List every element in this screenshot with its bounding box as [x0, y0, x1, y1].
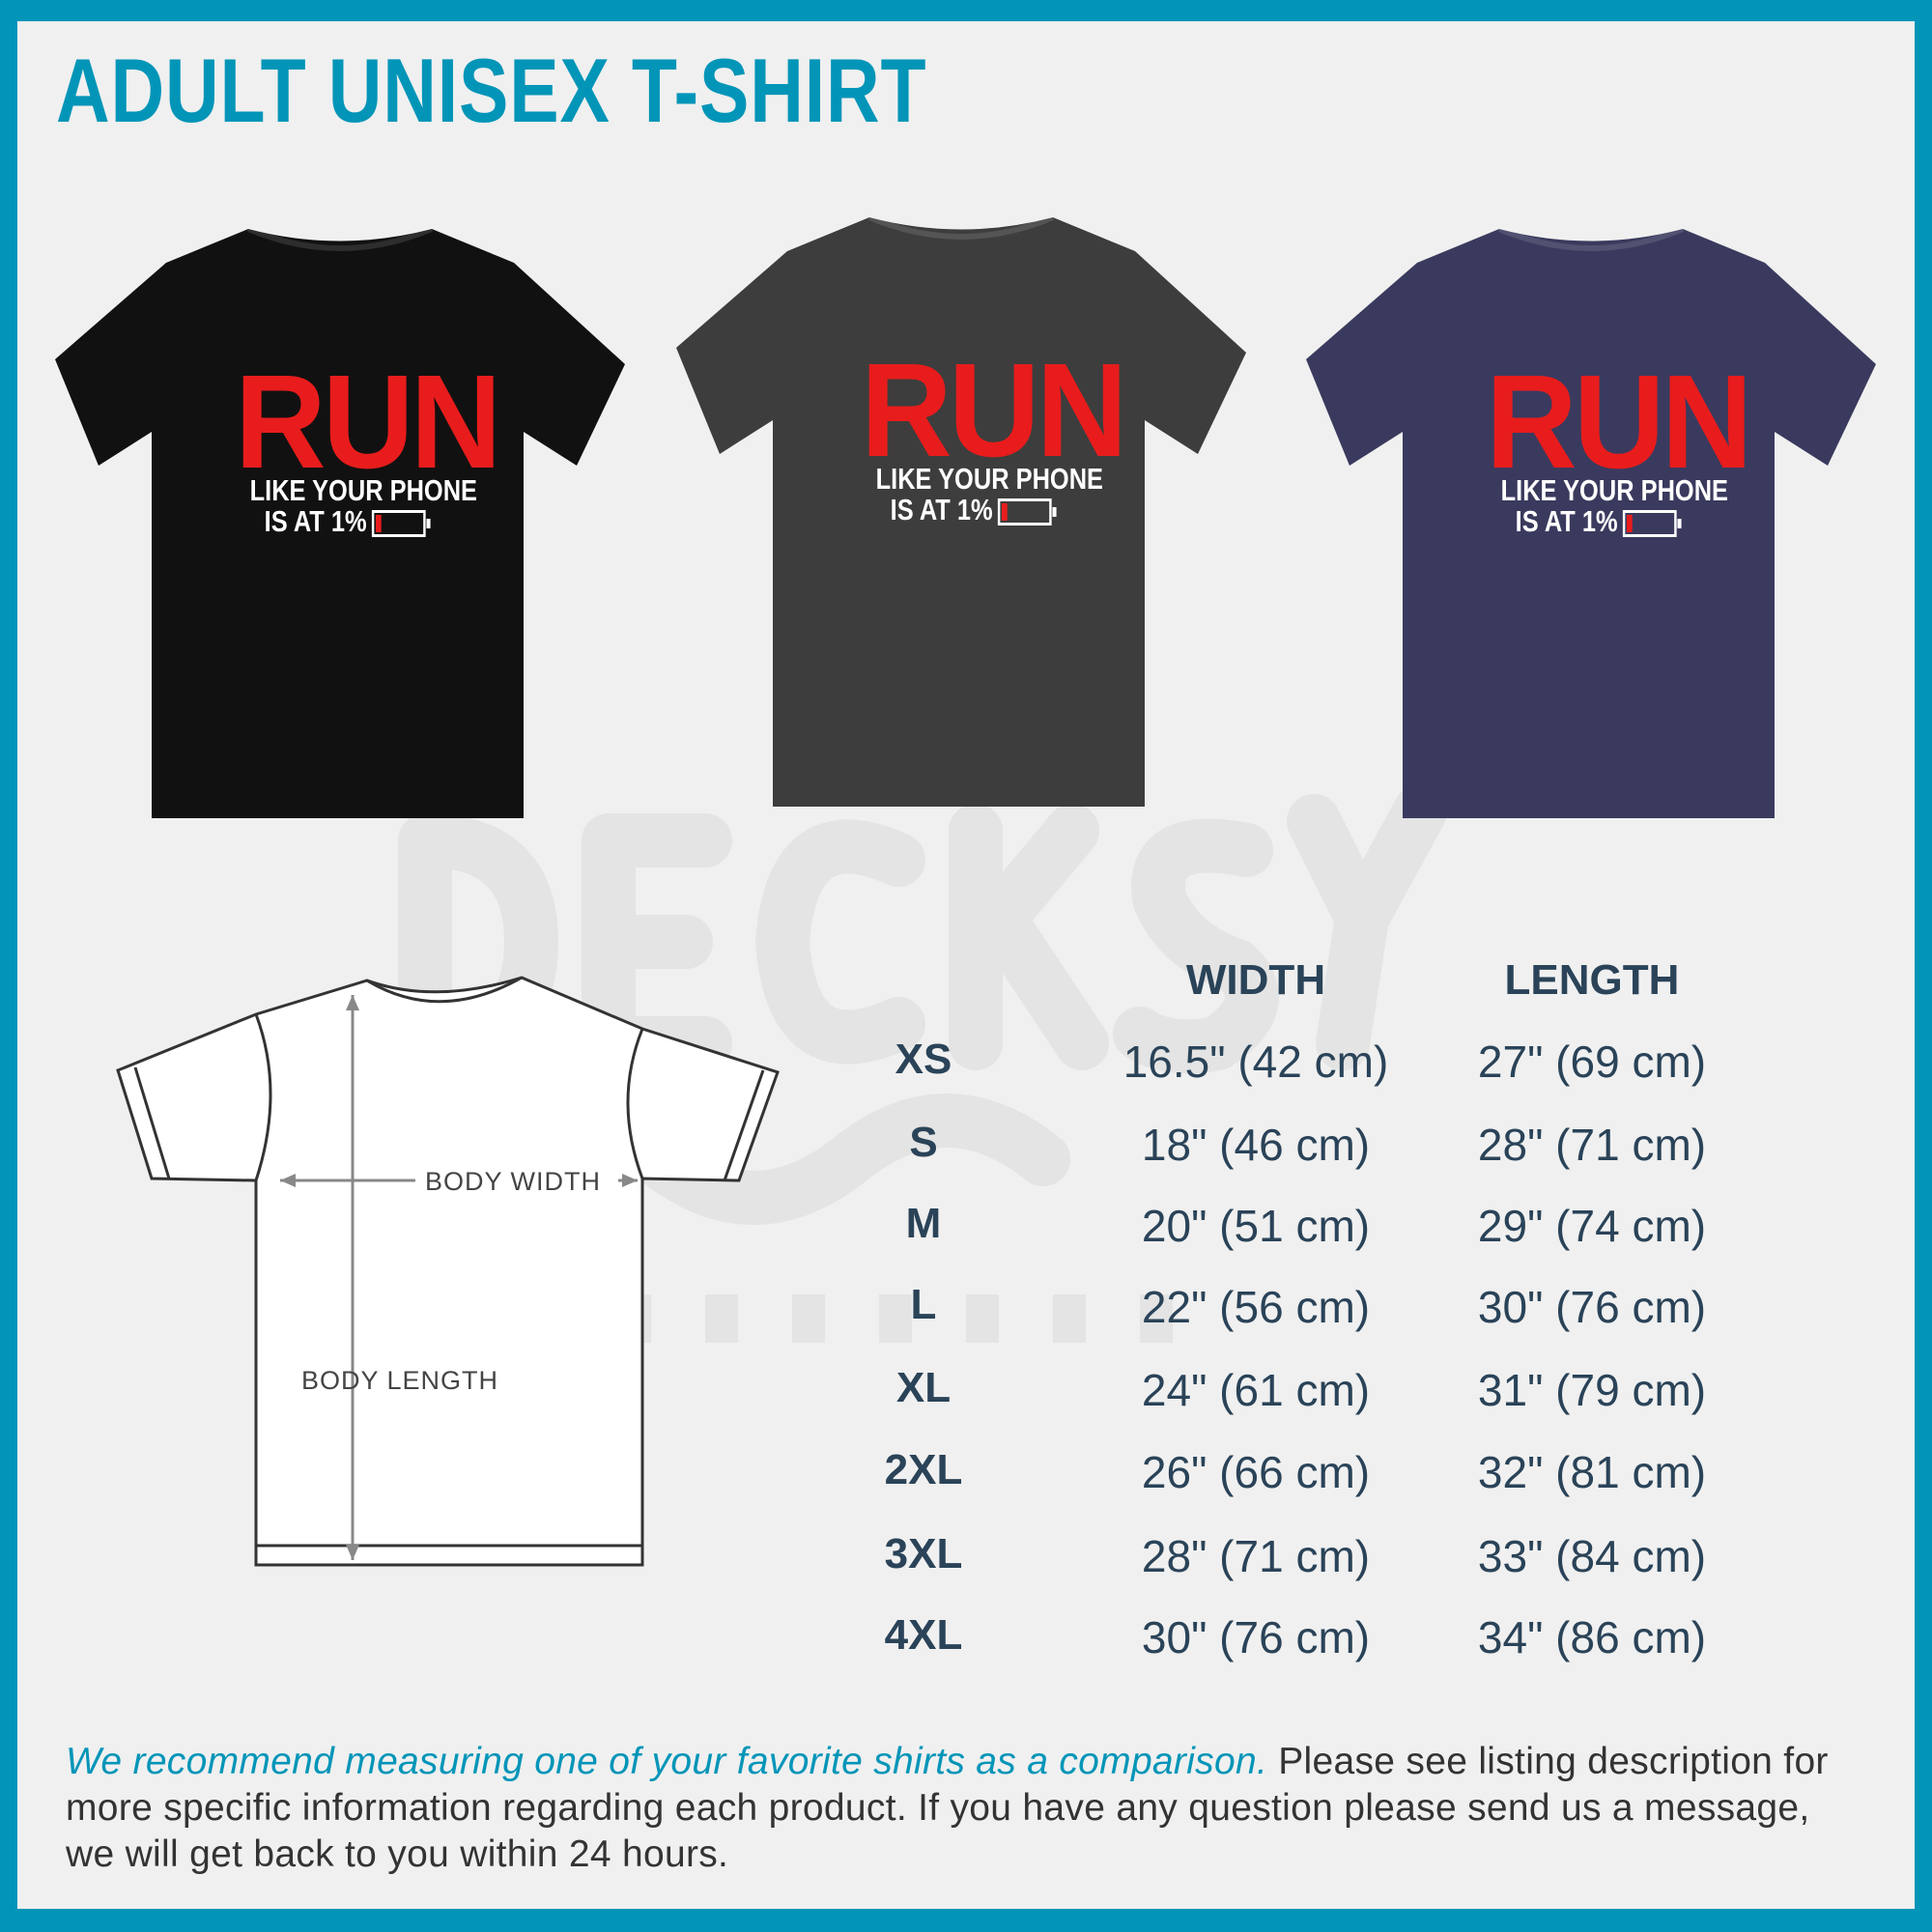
length-cell: 29" (74 cm): [1477, 1201, 1707, 1251]
body-width-label: BODY WIDTH: [425, 1167, 601, 1196]
print-line2: LIKE YOUR PHONE: [249, 473, 478, 507]
length-cell: 30" (76 cm): [1477, 1282, 1707, 1332]
length-cell: 33" (84 cm): [1477, 1531, 1707, 1581]
print-run: RUN: [861, 336, 1127, 485]
print-line3: IS AT 1%: [890, 493, 993, 526]
tshirt-3: RUN LIKE YOUR PHONE IS AT 1%: [1306, 224, 1886, 828]
battery-low-icon: [371, 509, 431, 537]
print-line2: LIKE YOUR PHONE: [875, 462, 1104, 496]
width-cell: 22" (56 cm): [1141, 1282, 1371, 1332]
width-cell: 20" (51 cm): [1141, 1201, 1371, 1251]
size-cell: 3XL: [884, 1530, 963, 1577]
page-title: ADULT UNISEX T-SHIRT: [56, 40, 927, 141]
footer-note: We recommend measuring one of your favor…: [66, 1739, 1862, 1878]
length-cell: 31" (79 cm): [1477, 1365, 1707, 1415]
tshirt-1: RUN LIKE YOUR PHONE IS AT 1%: [55, 224, 635, 828]
header-width: WIDTH: [1185, 956, 1326, 1004]
footer-highlight: We recommend measuring one of your favor…: [66, 1741, 1268, 1782]
tshirt-measurement-diagram: BODY WIDTH BODY LENGTH: [116, 976, 780, 1567]
width-cell: 16.5" (42 cm): [1122, 1037, 1389, 1087]
print-line3: IS AT 1%: [264, 504, 367, 538]
print-run: RUN: [1486, 348, 1752, 497]
tshirt-2: RUN LIKE YOUR PHONE IS AT 1%: [676, 213, 1256, 816]
width-cell: 28" (71 cm): [1141, 1531, 1371, 1581]
header-length: LENGTH: [1504, 956, 1680, 1004]
length-cell: 32" (81 cm): [1477, 1447, 1707, 1497]
size-cell: L: [910, 1281, 937, 1328]
length-cell: 34" (86 cm): [1477, 1612, 1707, 1662]
width-cell: 24" (61 cm): [1141, 1365, 1371, 1415]
size-cell: XS: [895, 1036, 952, 1083]
battery-low-icon: [997, 497, 1057, 526]
size-cell: 2XL: [884, 1446, 963, 1493]
width-cell: 26" (66 cm): [1141, 1447, 1371, 1497]
size-cell: S: [909, 1119, 938, 1166]
size-cell: XL: [895, 1364, 952, 1411]
size-cell: M: [905, 1200, 942, 1247]
width-cell: 30" (76 cm): [1141, 1612, 1371, 1662]
width-cell: 18" (46 cm): [1141, 1120, 1371, 1170]
footer-text: Please see listing description for more …: [66, 1741, 1829, 1875]
print-line2: LIKE YOUR PHONE: [1500, 473, 1729, 507]
body-length-label: BODY LENGTH: [301, 1366, 498, 1395]
print-line3: IS AT 1%: [1515, 504, 1618, 538]
length-cell: 28" (71 cm): [1477, 1120, 1707, 1170]
battery-low-icon: [1622, 509, 1682, 537]
print-run: RUN: [235, 348, 501, 497]
length-cell: 27" (69 cm): [1477, 1037, 1707, 1087]
size-cell: 4XL: [884, 1611, 963, 1659]
